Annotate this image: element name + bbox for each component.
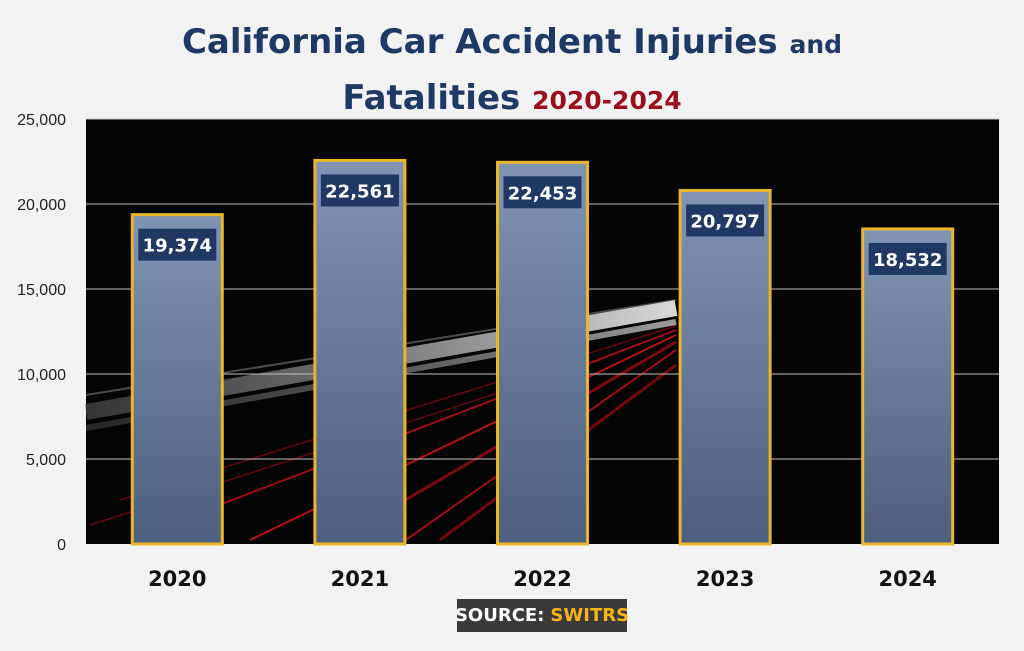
y-tick-label: 15,000 [17, 282, 66, 299]
data-label: 22,453 [508, 183, 577, 204]
data-label-box [138, 228, 217, 261]
x-axis-labels: 2020 2021 2022 2023 2024 [148, 567, 937, 591]
y-axis-ticks: 0 5,000 10,000 15,000 20,000 25,000 [17, 112, 66, 554]
chart-title-main: California Car Accident Injuries [181, 22, 778, 62]
data-label-box [686, 204, 765, 237]
data-label: 22,561 [325, 181, 394, 202]
bar-2020 [130, 213, 224, 546]
y-tick-label: 0 [57, 537, 66, 554]
data-label-box [320, 174, 399, 207]
bar-2021 [313, 158, 407, 546]
x-tick-label: 2024 [878, 567, 936, 591]
bar-2024 [861, 227, 955, 546]
x-tick-label: 2020 [148, 567, 206, 591]
bar-2023 [678, 188, 772, 546]
y-tick-label: 20,000 [17, 197, 66, 214]
chart-title-line-2: Fatalities 2020-2024 [0, 78, 1024, 118]
data-label: 20,797 [690, 211, 759, 232]
data-label-box [868, 242, 947, 275]
y-tick-label: 5,000 [26, 452, 66, 469]
x-tick-label: 2023 [696, 567, 754, 591]
bars: 19,374 22,561 22,453 20,797 18,532 [130, 158, 955, 546]
chart-title-years: 2020-2024 [532, 86, 682, 115]
chart-title-line-1: California Car Accident Injuries and [0, 22, 1024, 62]
y-tick-label: 10,000 [17, 367, 66, 384]
data-label: 18,532 [873, 250, 942, 271]
chart-title-fatalities: Fatalities [342, 78, 521, 118]
x-tick-label: 2021 [331, 567, 389, 591]
y-tick-label: 25,000 [17, 112, 66, 129]
source-value: SWITRS [550, 605, 630, 626]
chart-title-and: and [789, 30, 843, 59]
data-label-box [503, 176, 582, 209]
bar-2022 [496, 160, 589, 546]
source-badge: SOURCE: SWITRS [454, 599, 630, 632]
x-tick-label: 2022 [513, 567, 571, 591]
source-label: SOURCE: [454, 605, 545, 626]
data-label: 19,374 [143, 236, 212, 257]
